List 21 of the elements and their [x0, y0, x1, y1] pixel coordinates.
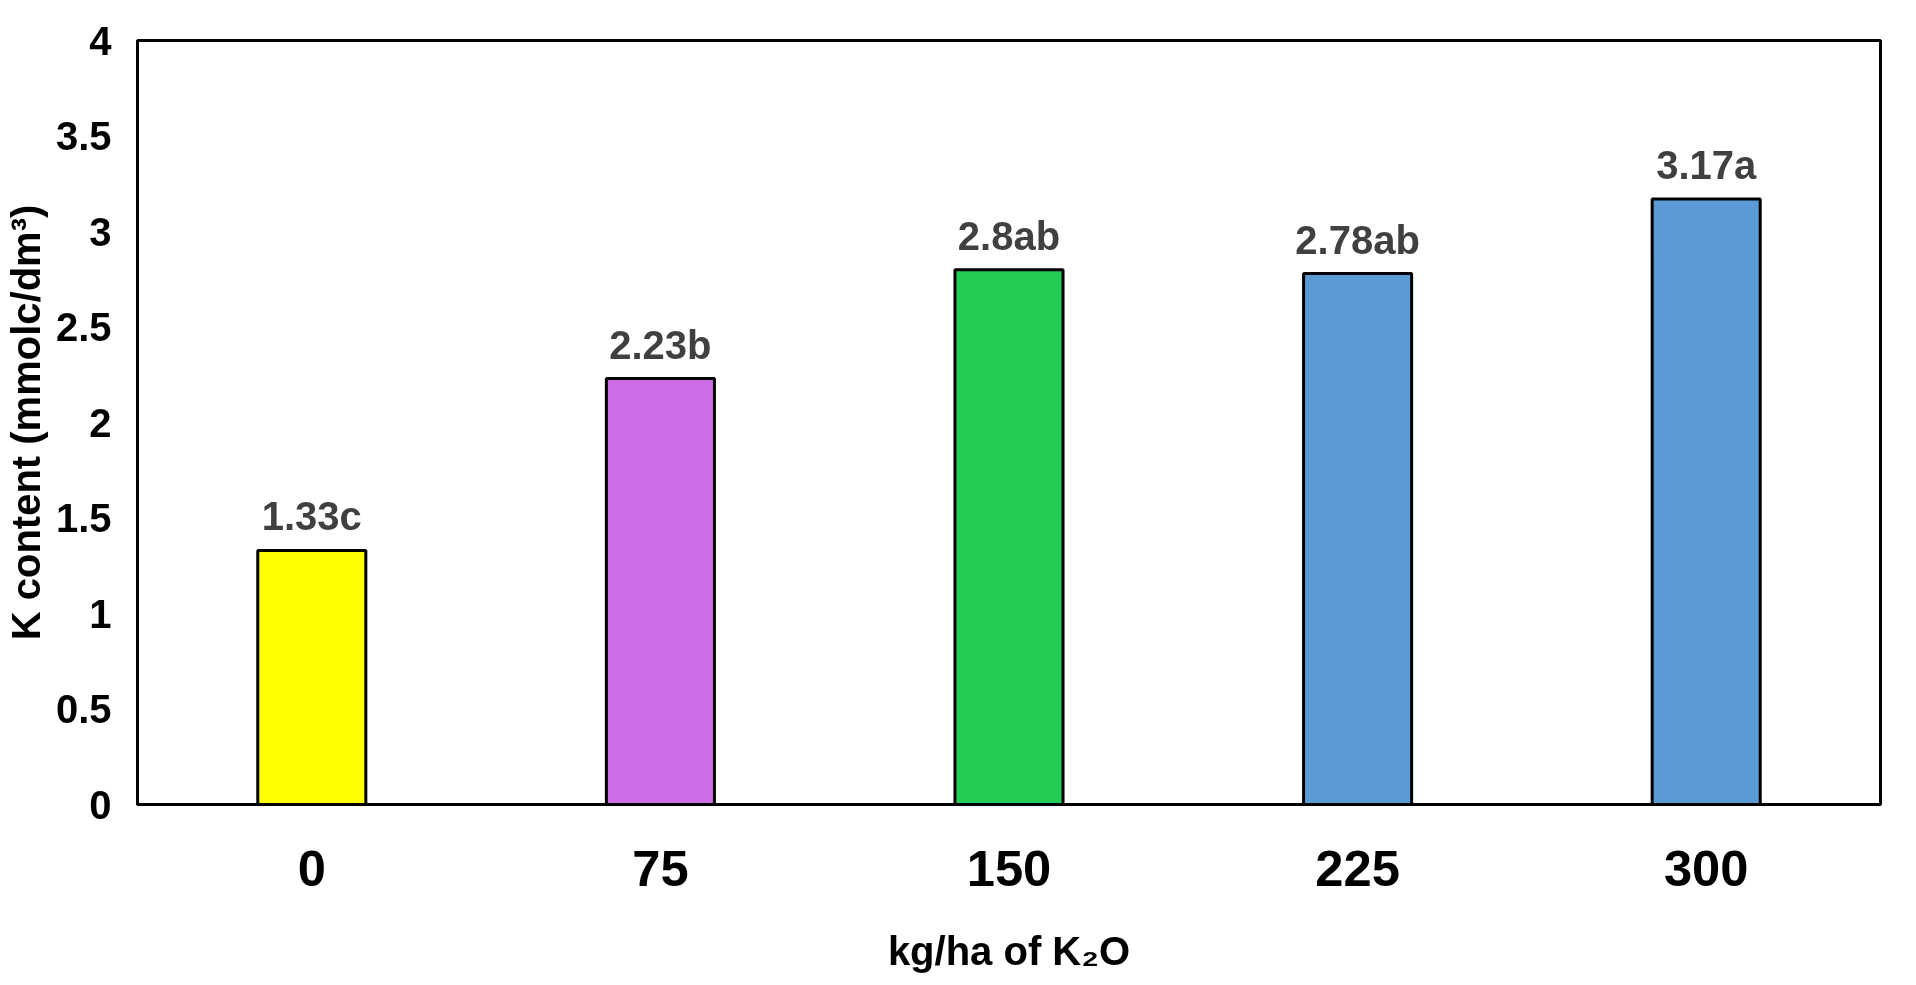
- y-tick-label: 2: [89, 400, 112, 445]
- data-label: 2.8ab: [957, 213, 1061, 258]
- y-tick-label: 4: [89, 18, 113, 63]
- y-tick-label: 1: [89, 591, 112, 636]
- y-axis-title: K content (mmolc/dm³): [3, 204, 48, 641]
- x-tick-label: 75: [632, 839, 689, 897]
- x-tick-label: 150: [966, 839, 1052, 897]
- y-tick-label: 2.5: [55, 305, 112, 349]
- data-label: 2.23b: [609, 322, 712, 367]
- y-tick-label: 0.5: [55, 687, 112, 731]
- x-tick-label: 225: [1315, 839, 1400, 897]
- data-label: 2.78ab: [1295, 217, 1420, 262]
- x-tick-label: 0: [297, 839, 326, 897]
- x-tick-label: 300: [1663, 839, 1749, 897]
- y-tick-label: 0: [89, 782, 112, 827]
- data-label: 1.33c: [261, 494, 362, 539]
- x-axis-title: kg/ha of K₂O: [887, 928, 1131, 973]
- data-label: 3.17a: [1656, 143, 1757, 188]
- y-tick-label: 3.5: [55, 114, 112, 158]
- y-tick-label: 3: [89, 209, 112, 254]
- y-tick-label: 1.5: [55, 496, 112, 540]
